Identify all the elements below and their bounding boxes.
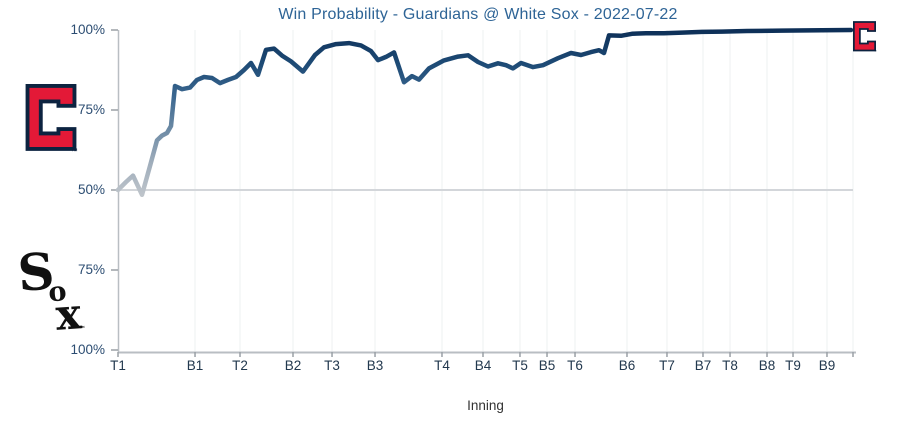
sox-letter-x: x	[54, 289, 83, 335]
y-tick-label-away-100: 100%	[70, 22, 105, 37]
x-tick-label-t7: T7	[659, 358, 675, 373]
x-tick-label-b4: B4	[474, 358, 492, 373]
sox-letter-o: o	[47, 276, 67, 308]
x-tick-label-b6: B6	[618, 358, 636, 373]
guardians-logo	[22, 78, 80, 158]
tick-marks	[111, 29, 854, 357]
x-tick-label-t9: T9	[785, 358, 801, 373]
x-tick-label-t4: T4	[434, 358, 450, 373]
y-tick-label-home-75: 75%	[77, 262, 105, 277]
y-tick-label-home-100: 100%	[70, 342, 105, 357]
guardians-endpoint-logo	[851, 20, 878, 53]
line-layer	[115, 27, 854, 198]
sox-letter-s: S	[18, 243, 56, 303]
whitesox-logo: S o x ™	[18, 243, 86, 335]
y-tick-label-50: 50%	[77, 182, 105, 197]
sox-trademark: ™	[79, 325, 86, 333]
x-tick-label-b2: B2	[284, 358, 302, 373]
x-tick-label-b8: B8	[758, 358, 776, 373]
x-tick-label-t3: T3	[324, 358, 340, 373]
x-tick-label-b1: B1	[186, 358, 204, 373]
x-tick-label-t5: T5	[512, 358, 528, 373]
x-tick-label-b3: B3	[366, 358, 384, 373]
x-tick-label-b5: B5	[538, 358, 556, 373]
x-tick-label-t8: T8	[722, 358, 738, 373]
y-tick-label-away-75: 75%	[77, 102, 105, 117]
x-tick-label-t6: T6	[567, 358, 583, 373]
x-tick-label-t1: T1	[110, 358, 126, 373]
win-probability-line	[115, 27, 854, 198]
x-axis-title: Inning	[467, 398, 504, 413]
chart-title: Win Probability - Guardians @ White Sox …	[278, 6, 678, 23]
x-tick-label-b7: B7	[694, 358, 712, 373]
x-tick-label-b9: B9	[818, 358, 836, 373]
x-tick-label-t2: T2	[232, 358, 248, 373]
